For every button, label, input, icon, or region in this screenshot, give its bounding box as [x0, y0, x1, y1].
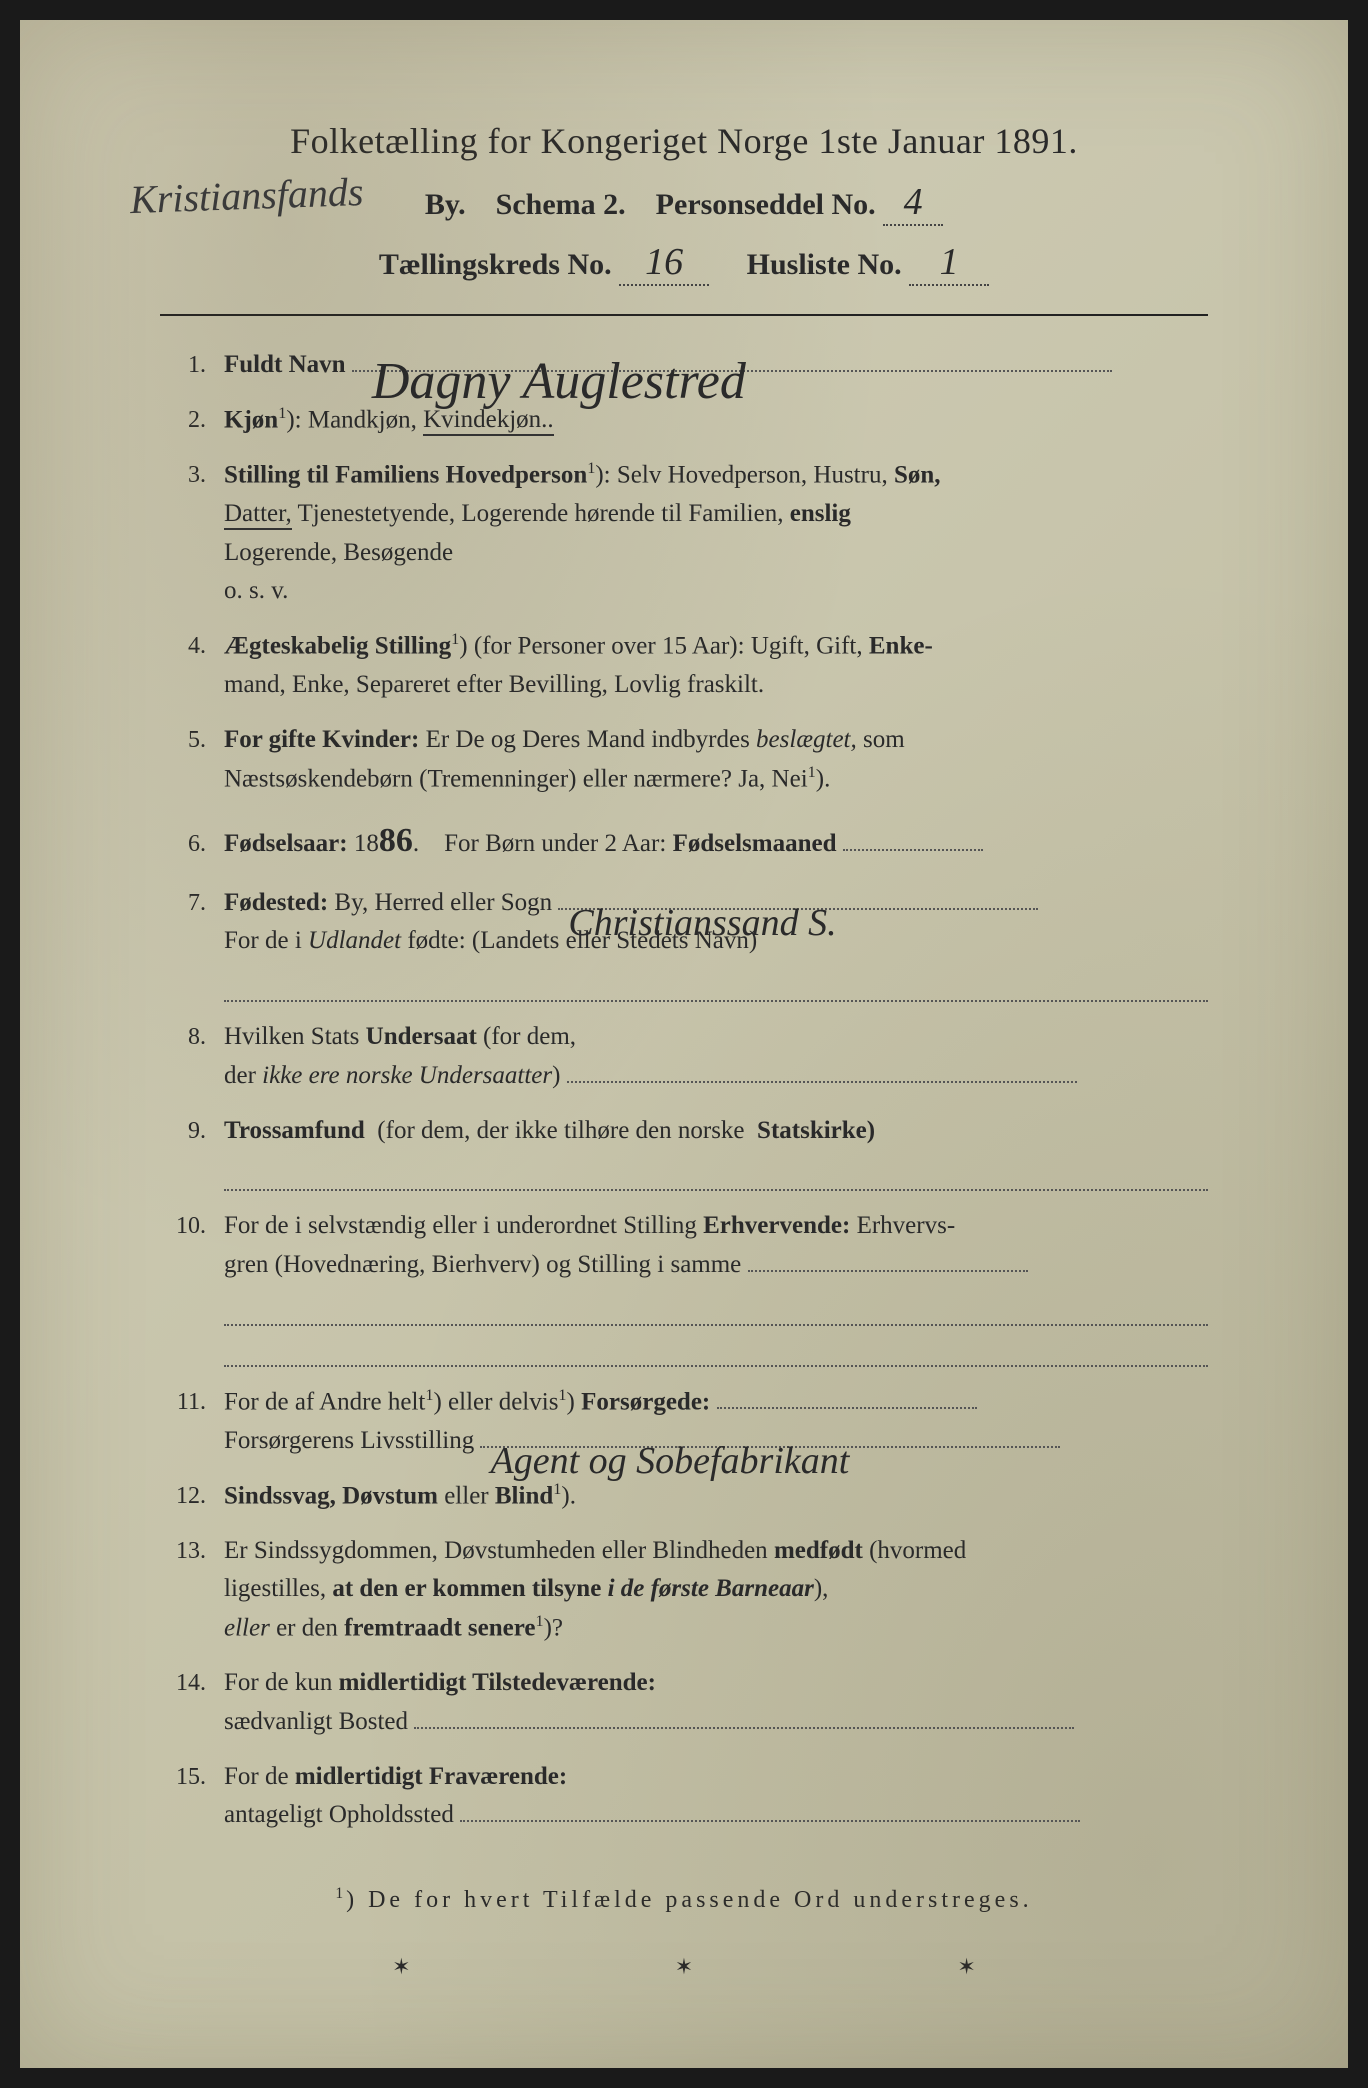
q8-row: 8. Hvilken Stats Undersaat (for dem, der… — [164, 1018, 1208, 1096]
q11-content: For de af Andre helt1) eller delvis1) Fo… — [224, 1383, 1208, 1461]
q12-content: Sindssvag, Døvstum eller Blind1). — [224, 1477, 1208, 1516]
q6-row: 6. Fødselsaar: 1886. For Børn under 2 Aa… — [164, 815, 1208, 868]
q5-row: 5. For gifte Kvinder: Er De og Deres Man… — [164, 721, 1208, 799]
star-icon: ✶ — [957, 1954, 975, 1980]
q12-row: 12. Sindssvag, Døvstum eller Blind1). — [164, 1477, 1208, 1516]
q1-content: Fuldt Navn Dagny Auglestred — [224, 346, 1208, 385]
census-form-page: Folketælling for Kongeriget Norge 1ste J… — [20, 20, 1348, 2068]
q1-row: 1. Fuldt Navn Dagny Auglestred — [164, 346, 1208, 385]
page-title: Folketælling for Kongeriget Norge 1ste J… — [160, 120, 1208, 162]
husliste-no: 1 — [909, 240, 989, 286]
header-line-2: Kristiansfands By. Schema 2. Personsedde… — [160, 180, 1208, 226]
q3-datter: Datter, — [224, 500, 292, 530]
q3-content: Stilling til Familiens Hovedperson1): Se… — [224, 456, 1208, 611]
q12-label: Sindssvag, Døvstum — [224, 1482, 438, 1509]
q2-content: Kjøn1): Mandkjøn, Kvindekjøn.. — [224, 401, 1208, 440]
q10-num: 10. — [164, 1208, 224, 1245]
q7-num: 7. — [164, 885, 224, 922]
q8-label: Undersaat — [366, 1023, 477, 1050]
divider — [160, 314, 1208, 316]
q7-row: 7. Fødested: By, Herred eller Sogn Chris… — [164, 884, 1208, 1003]
q10-label: Erhvervende: — [703, 1212, 850, 1239]
q5-label: For gifte Kvinder: — [224, 726, 419, 753]
q4-label: Ægteskabelig Stilling — [224, 632, 451, 659]
q6-content: Fødselsaar: 1886. For Børn under 2 Aar: … — [224, 815, 1208, 868]
q8-num: 8. — [164, 1019, 224, 1056]
q1-num: 1. — [164, 347, 224, 384]
husliste-label: Husliste No. — [747, 248, 902, 281]
personseddel-no: 4 — [883, 180, 943, 226]
q9-content: Trossamfund (for dem, der ikke tilhøre d… — [224, 1112, 1208, 1192]
q11-num: 11. — [164, 1384, 224, 1421]
q13-row: 13. Er Sindssygdommen, Døvstumheden elle… — [164, 1532, 1208, 1649]
q3-label: Stilling til Familiens Hovedperson — [224, 461, 587, 488]
q13-content: Er Sindssygdommen, Døvstumheden eller Bl… — [224, 1532, 1208, 1649]
q15-label: midlertidigt Fraværende: — [295, 1763, 567, 1790]
q12-num: 12. — [164, 1478, 224, 1515]
q2-num: 2. — [164, 402, 224, 439]
q15-row: 15. For de midlertidigt Fraværende: anta… — [164, 1758, 1208, 1836]
q2-opt-mand: Mandkjøn, — [308, 406, 417, 433]
q7-label: Fødested: — [224, 889, 328, 916]
star-row: ✶ ✶ ✶ — [160, 1954, 1208, 1980]
q15-content: For de midlertidigt Fraværende: antageli… — [224, 1758, 1208, 1836]
by-label: By. — [425, 188, 466, 221]
q11-row: 11. For de af Andre helt1) eller delvis1… — [164, 1383, 1208, 1461]
schema-label: Schema 2. — [496, 188, 626, 221]
q6-year: 86 — [379, 822, 413, 859]
q10-content: For de i selvstændig eller i underordnet… — [224, 1207, 1208, 1367]
q15-num: 15. — [164, 1759, 224, 1796]
form-body: 1. Fuldt Navn Dagny Auglestred 2. Kjøn1)… — [160, 346, 1208, 1835]
q2-label: Kjøn — [224, 406, 278, 433]
q14-content: For de kun midlertidigt Tilstedeværende:… — [224, 1664, 1208, 1742]
star-icon: ✶ — [392, 1954, 410, 1980]
q4-num: 4. — [164, 628, 224, 665]
kreds-no: 16 — [619, 240, 709, 286]
star-icon: ✶ — [675, 1954, 693, 1980]
personseddel-label: Personseddel No. — [656, 188, 876, 221]
q14-label: midlertidigt Tilstedeværende: — [339, 1669, 656, 1696]
q7-value: Christianssand S. — [568, 894, 836, 953]
footnote: 1) De for hvert Tilfælde passende Ord un… — [160, 1885, 1208, 1914]
q2-opt-kvinde: Kvindekjøn.. — [423, 406, 554, 436]
q9-num: 9. — [164, 1113, 224, 1150]
q3-num: 3. — [164, 457, 224, 494]
q8-content: Hvilken Stats Undersaat (for dem, der ik… — [224, 1018, 1208, 1096]
q3-row: 3. Stilling til Familiens Hovedperson1):… — [164, 456, 1208, 611]
q13-num: 13. — [164, 1533, 224, 1570]
kreds-label: Tællingskreds No. — [379, 248, 612, 281]
q2-row: 2. Kjøn1): Mandkjøn, Kvindekjøn.. — [164, 401, 1208, 440]
header-line-3: Tællingskreds No. 16 Husliste No. 1 — [160, 240, 1208, 286]
q10-row: 10. For de i selvstændig eller i underor… — [164, 1207, 1208, 1367]
q7-content: Fødested: By, Herred eller Sogn Christia… — [224, 884, 1208, 1003]
q6-num: 6. — [164, 826, 224, 863]
q9-row: 9. Trossamfund (for dem, der ikke tilhør… — [164, 1112, 1208, 1192]
q9-label: Trossamfund — [224, 1117, 365, 1144]
q14-row: 14. For de kun midlertidigt Tilstedevære… — [164, 1664, 1208, 1742]
city-handwritten: Kristiansfands — [129, 168, 364, 223]
q1-label: Fuldt Navn — [224, 351, 346, 378]
q5-content: For gifte Kvinder: Er De og Deres Mand i… — [224, 721, 1208, 799]
q4-row: 4. Ægteskabelig Stilling1) (for Personer… — [164, 627, 1208, 705]
q14-num: 14. — [164, 1665, 224, 1702]
q11-label: Forsørgede: — [581, 1388, 710, 1415]
q5-num: 5. — [164, 722, 224, 759]
q4-content: Ægteskabelig Stilling1) (for Personer ov… — [224, 627, 1208, 705]
q6-label: Fødselsaar: — [224, 830, 348, 857]
